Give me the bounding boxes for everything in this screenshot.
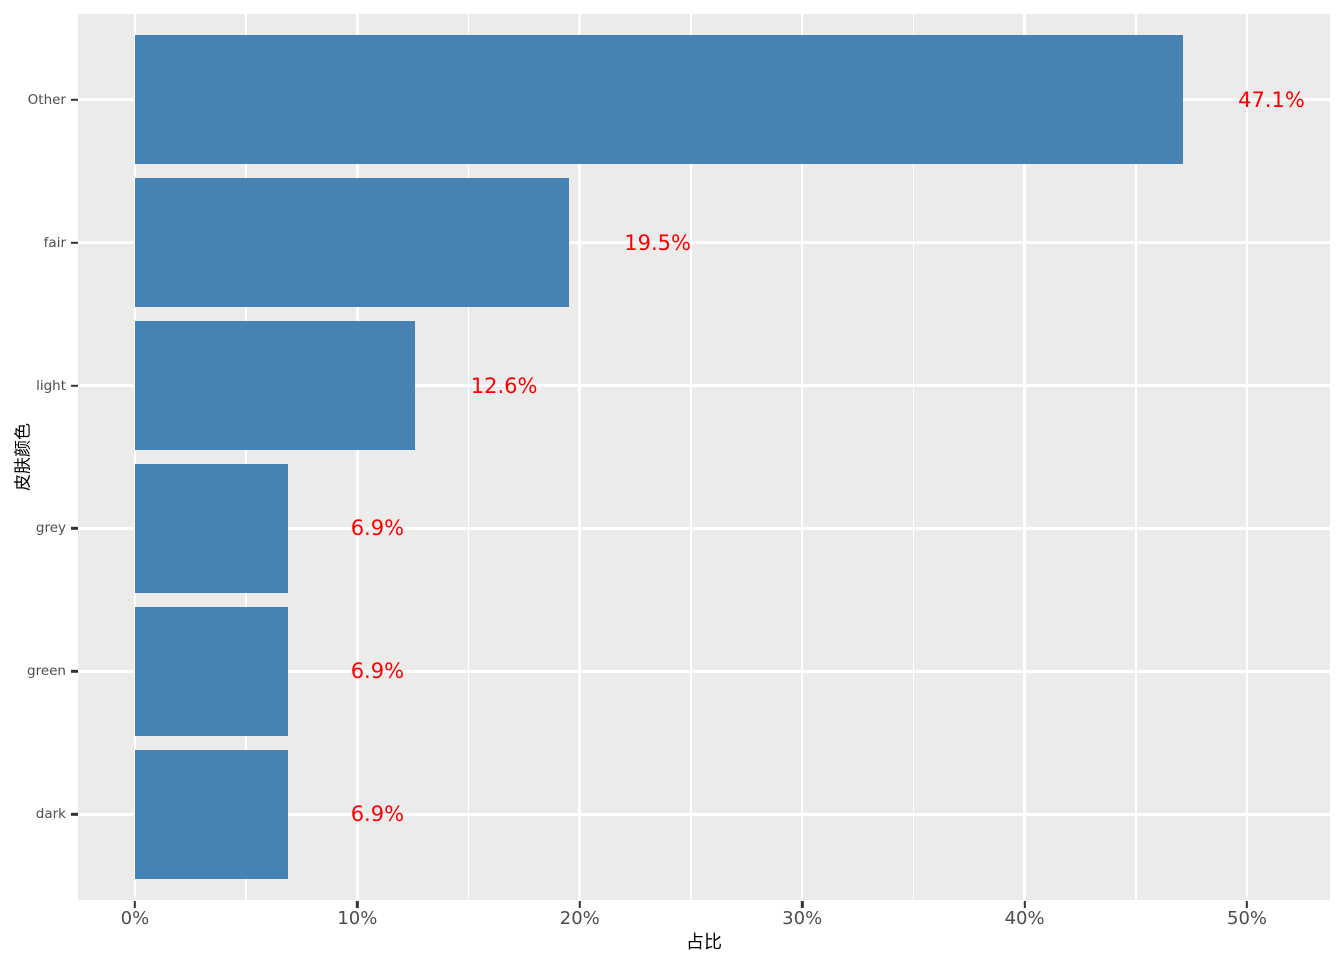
bar-dark — [134, 749, 289, 879]
bar-light — [134, 321, 416, 450]
x-minor-gridline — [1134, 14, 1137, 900]
x-major-gridline — [1023, 14, 1026, 900]
x-tick-label: 40% — [1004, 908, 1045, 929]
x-minor-gridline — [912, 14, 915, 900]
x-tick-mark — [356, 901, 359, 908]
y-major-gridline — [78, 812, 1330, 816]
y-tick-mark — [71, 384, 78, 387]
y-tick-mark — [71, 241, 78, 244]
value-label: 12.6% — [470, 373, 538, 398]
x-minor-gridline — [467, 14, 470, 900]
x-tick-label: 0% — [120, 908, 150, 929]
bar-green — [134, 607, 289, 736]
x-major-gridline — [133, 14, 137, 900]
y-tick-mark — [71, 527, 78, 530]
x-major-gridline — [800, 14, 804, 900]
value-label: 6.9% — [350, 516, 405, 541]
x-tick-label: 50% — [1227, 908, 1268, 929]
y-major-gridline — [78, 670, 1330, 673]
y-tick-mark — [71, 813, 78, 816]
x-minor-gridline — [690, 14, 692, 900]
x-tick-label: 30% — [782, 908, 823, 929]
y-tick-label-fair: fair — [43, 234, 66, 251]
x-minor-gridline — [245, 14, 248, 900]
y-axis-title-label: 皮肤颜色 — [13, 423, 34, 491]
x-axis-title-label: 占比 — [686, 932, 722, 953]
value-label: 6.9% — [350, 802, 405, 827]
x-major-gridline — [578, 14, 582, 900]
bar-fair — [134, 178, 569, 307]
x-tick-label: 10% — [337, 908, 378, 929]
y-tick-label-green: green — [27, 663, 66, 680]
y-major-gridline — [78, 527, 1330, 530]
bar-grey — [134, 464, 289, 593]
y-tick-label-light: light — [36, 377, 66, 394]
bar-Other — [134, 35, 1183, 165]
x-tick-label: 20% — [559, 908, 600, 929]
x-tick-mark — [578, 901, 581, 908]
y-tick-label-grey: grey — [35, 520, 66, 537]
y-tick-mark — [71, 98, 78, 101]
plot-panel: 47.1% 19.5% 12.6% 6.9% 6.9% 6.9% — [78, 14, 1330, 900]
y-major-gridline — [78, 384, 1330, 387]
y-tick-label-Other: Other — [27, 91, 66, 108]
y-major-gridline — [78, 241, 1330, 244]
y-tick-label-dark: dark — [35, 806, 66, 823]
y-tick-mark — [71, 670, 78, 673]
value-label: 47.1% — [1238, 87, 1305, 112]
x-tick-mark — [133, 901, 137, 908]
x-tick-mark — [1023, 901, 1026, 908]
x-tick-mark — [800, 901, 804, 908]
value-label: 19.5% — [624, 230, 691, 255]
x-tick-mark — [1245, 901, 1249, 908]
x-major-gridline — [356, 14, 359, 900]
x-major-gridline — [1245, 14, 1249, 900]
value-label: 6.9% — [350, 659, 405, 684]
